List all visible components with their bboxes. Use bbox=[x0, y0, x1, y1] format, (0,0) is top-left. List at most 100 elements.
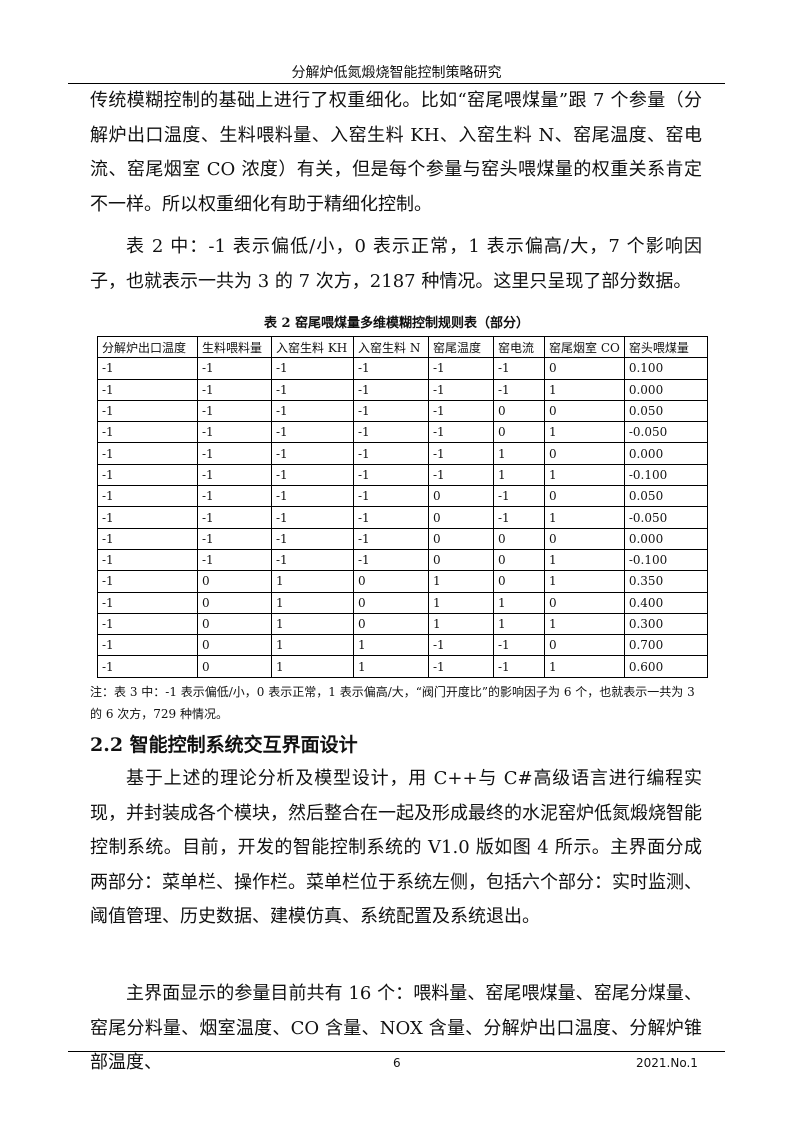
table-row: -1 -1 -1 -1 -1 1 1 -0.100 bbox=[97, 463, 708, 487]
table-cell: 1 bbox=[544, 506, 625, 529]
table-cell: -1 bbox=[271, 485, 354, 508]
table-cell: -1 bbox=[493, 378, 545, 401]
table-cell: 0 bbox=[493, 570, 545, 593]
table-cell: 0 bbox=[544, 442, 625, 465]
table-cell: 0 bbox=[493, 399, 545, 423]
footer-rule bbox=[68, 1051, 725, 1052]
table-cell: -1 bbox=[271, 527, 354, 550]
table-cell: 0.000 bbox=[623, 527, 708, 550]
fuzzy-rule-table: 分解炉出口温度 生料喂料量 入窑生料 KH 入窑生料 N 窑尾温度 窑电流 窑尾烟室 CO 窑… bbox=[97, 335, 708, 678]
table-cell: -1 bbox=[271, 506, 354, 529]
table-cell: 1 bbox=[544, 463, 625, 487]
paragraph: 主界面显示的参量目前共有 16 个：喂料量、窑尾喂煤量、窑尾分煤量、窑尾分料量、… bbox=[90, 983, 702, 1073]
table-cell: 0.000 bbox=[623, 442, 708, 465]
table-cell: 0.700 bbox=[623, 634, 708, 657]
table-cell: -1 bbox=[428, 655, 494, 678]
table-row: -1 0 1 0 1 0 1 0.350 bbox=[97, 570, 708, 593]
table-cell: 0 bbox=[428, 485, 494, 508]
table-cell: -1 bbox=[428, 378, 494, 401]
table-cell: 0 bbox=[428, 548, 494, 572]
table-cell: -1 bbox=[97, 612, 198, 636]
table-cell: 1 bbox=[271, 570, 354, 593]
table-cell: -1 bbox=[97, 527, 198, 550]
table-row: -1 -1 -1 -1 -1 -1 1 0.000 bbox=[97, 378, 708, 401]
table-cell: 1 bbox=[493, 612, 545, 636]
table-cell: -1 bbox=[197, 399, 272, 423]
table-cell: 1 bbox=[544, 421, 625, 444]
table-row: -1 -1 -1 -1 0 0 1 -0.100 bbox=[97, 548, 708, 572]
table-cell: -1 bbox=[271, 442, 354, 465]
table-cell: 0 bbox=[428, 527, 494, 550]
table-cell: -1 bbox=[493, 506, 545, 529]
column-header: 窑电流 bbox=[493, 335, 545, 359]
table-row: -1 -1 -1 -1 -1 1 0 0.000 bbox=[97, 442, 708, 465]
table-cell: 0.050 bbox=[623, 485, 708, 508]
table-cell: 1 bbox=[428, 591, 494, 614]
table-cell: 0.600 bbox=[623, 655, 708, 678]
table-row: -1 -1 -1 -1 -1 -1 0 0.100 bbox=[97, 357, 708, 380]
table-cell: -1 bbox=[353, 442, 429, 465]
column-header: 入窑生料 N bbox=[353, 335, 429, 359]
table-row: -1 -1 -1 -1 -1 0 1 -0.050 bbox=[97, 421, 708, 444]
table-cell: 0 bbox=[544, 527, 625, 550]
table-cell: -1 bbox=[271, 378, 354, 401]
table-cell: 1 bbox=[353, 655, 429, 678]
table-cell: 0 bbox=[493, 527, 545, 550]
table-cell: 0.050 bbox=[623, 399, 708, 423]
table-cell: -1 bbox=[97, 463, 198, 487]
table-cell: 0.000 bbox=[623, 378, 708, 401]
table-cell: -1 bbox=[97, 442, 198, 465]
table-cell: -1 bbox=[97, 357, 198, 380]
table-header-row: 分解炉出口温度 生料喂料量 入窑生料 KH 入窑生料 N 窑尾温度 窑电流 窑尾烟室 CO 窑… bbox=[97, 335, 708, 359]
table-cell: -1 bbox=[353, 421, 429, 444]
table-cell: -1 bbox=[197, 442, 272, 465]
table-cell: 0 bbox=[428, 506, 494, 529]
table-cell: -1 bbox=[197, 506, 272, 529]
table-cell: 1 bbox=[271, 591, 354, 614]
table-cell: -1 bbox=[353, 357, 429, 380]
table-cell: -1 bbox=[197, 463, 272, 487]
table-cell: 1 bbox=[544, 548, 625, 572]
table-cell: 1 bbox=[271, 655, 354, 678]
table-cell: -0.050 bbox=[623, 421, 708, 444]
running-head: 分解炉低氮煅烧智能控制策略研究 bbox=[291, 65, 502, 81]
table-cell: -1 bbox=[428, 442, 494, 465]
table-cell: -1 bbox=[493, 357, 545, 380]
table-cell: -1 bbox=[428, 634, 494, 657]
table-cell: -1 bbox=[97, 506, 198, 529]
table-cell: 0 bbox=[544, 591, 625, 614]
table-cell: 1 bbox=[544, 612, 625, 636]
table-cell: -1 bbox=[271, 357, 354, 380]
table-row: -1 -1 -1 -1 0 -1 1 -0.050 bbox=[97, 506, 708, 529]
table-cell: -1 bbox=[97, 399, 198, 423]
table-cell: -1 bbox=[197, 357, 272, 380]
table-cell: -1 bbox=[493, 634, 545, 657]
table-cell: -1 bbox=[271, 548, 354, 572]
header-rule bbox=[68, 83, 725, 84]
table-caption: 表 2 窑尾喂煤量多维模糊控制规则表（部分） bbox=[263, 316, 530, 331]
column-header: 生料喂料量 bbox=[197, 335, 272, 359]
table-row: -1 0 1 1 -1 -1 1 0.600 bbox=[97, 655, 708, 678]
table-cell: 0 bbox=[493, 548, 545, 572]
table-cell: 1 bbox=[544, 655, 625, 678]
table-cell: -1 bbox=[97, 485, 198, 508]
table-cell: -1 bbox=[428, 357, 494, 380]
table-cell: -1 bbox=[271, 399, 354, 423]
table-cell: -1 bbox=[493, 485, 545, 508]
table-cell: -1 bbox=[97, 421, 198, 444]
column-header: 窑头喂煤量 bbox=[623, 335, 708, 359]
paragraph: 基于上述的理论分析及模型设计，用 C++与 C#高级语言进行编程实现，并封装成各… bbox=[90, 768, 702, 927]
table-cell: -1 bbox=[271, 463, 354, 487]
table-cell: -1 bbox=[197, 548, 272, 572]
table-cell: -1 bbox=[197, 527, 272, 550]
table-cell: -1 bbox=[197, 485, 272, 508]
table-cell: 0 bbox=[493, 421, 545, 444]
table-cell: 0.300 bbox=[623, 612, 708, 636]
table-cell: 0 bbox=[197, 612, 272, 636]
table-cell: -1 bbox=[428, 421, 494, 444]
table-cell: -1 bbox=[353, 378, 429, 401]
table-note: 注：表 3 中：-1 表示偏低/小，0 表示正常，1 表示偏高/大，“阀门开度比… bbox=[90, 685, 695, 721]
table-cell: 1 bbox=[493, 442, 545, 465]
table-cell: 0 bbox=[544, 485, 625, 508]
table-cell: 0 bbox=[353, 570, 429, 593]
